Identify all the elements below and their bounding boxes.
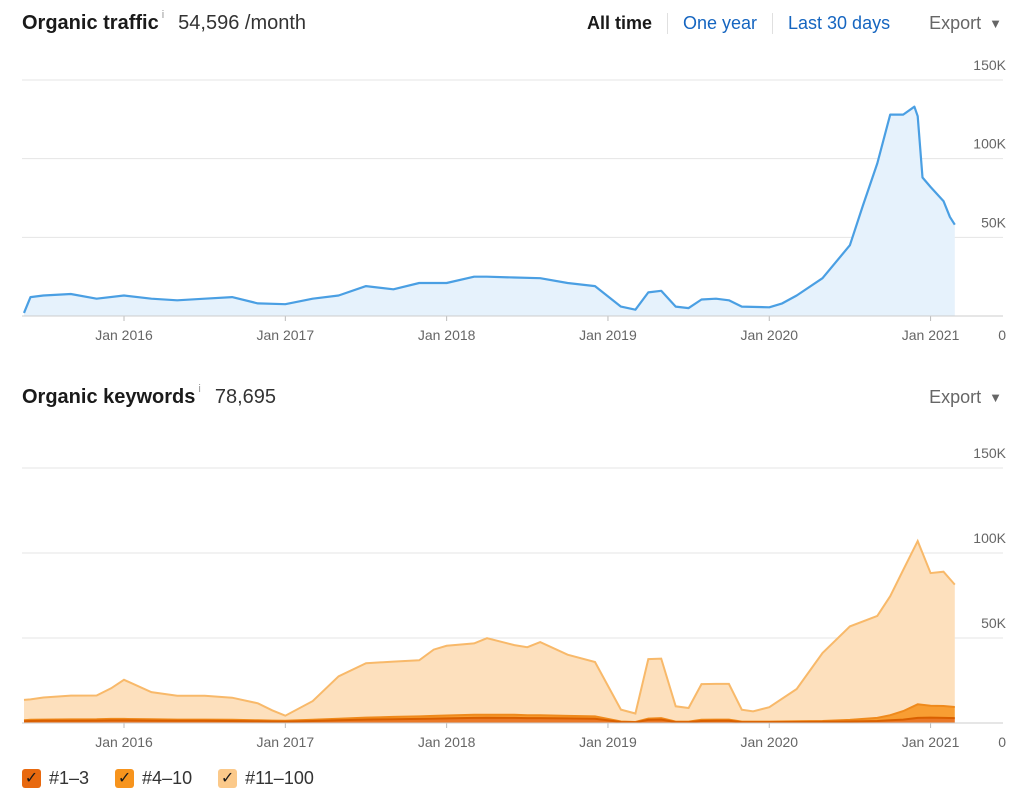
traffic-area [24, 106, 955, 316]
traffic-y-tick-label: 0 [998, 327, 1006, 343]
keywords-header: Organic keywords i 78,695 Export ▼ [22, 382, 1002, 412]
chevron-down-icon: ▼ [989, 389, 1002, 405]
keywords-value: 78,695 [214, 385, 277, 408]
keywords-title: Organic keywords [22, 385, 196, 408]
keywords-y-tick-label: 150K [973, 445, 1006, 461]
check-icon: ✓ [220, 769, 235, 787]
legend-item-top-3[interactable]: ✓ #1–3 [22, 768, 89, 789]
keywords-x-tick-label: Jan 2021 [902, 734, 960, 750]
organic-traffic-chart: 0 50K 100K 150K Jan 2016 Jan 2017 Jan 2018 Jan … [22, 57, 1007, 343]
legend-label-top-100: #11–100 [245, 768, 314, 788]
traffic-title: Organic traffic [22, 11, 159, 34]
keywords-area-top-100 [24, 541, 955, 722]
traffic-x-tick-label: Jan 2020 [740, 327, 798, 343]
organic-keywords-chart: 0 50K 100K 150K Jan 2016 Jan 2017 Jan 2018 Jan … [22, 445, 1007, 750]
traffic-x-tick-label: Jan 2018 [418, 327, 476, 343]
legend-item-top-10[interactable]: ✓ #4–10 [115, 768, 192, 789]
traffic-info-icon[interactable]: i [161, 9, 165, 21]
keywords-x-tick-label: Jan 2018 [418, 734, 476, 750]
chevron-down-icon: ▼ [989, 15, 1002, 31]
range-all-time-button[interactable]: All time [586, 12, 652, 33]
check-icon: ✓ [117, 769, 132, 787]
keywords-line-top-3 [23, 716, 955, 724]
legend-checkbox-top-100[interactable]: ✓ [218, 769, 238, 788]
traffic-header: Organic traffic i 54,596 /month All time… [22, 8, 1002, 38]
keywords-line-top-100 [23, 538, 956, 717]
traffic-y-tick-label: 100K [973, 136, 1006, 152]
keywords-y-tick-label: 0 [998, 734, 1006, 750]
range-last-30-days-button[interactable]: Last 30 days [772, 12, 905, 34]
legend-checkbox-top-10[interactable]: ✓ [115, 769, 135, 788]
traffic-export-button[interactable]: Export ▼ [929, 13, 1002, 34]
traffic-x-tick-label: Jan 2016 [95, 327, 153, 343]
legend-label-top-10: #4–10 [142, 768, 193, 788]
keywords-legend: ✓ #1–3 ✓ #4–10 ✓ #11–100 [22, 768, 314, 789]
traffic-x-tick-label: Jan 2019 [579, 327, 637, 343]
legend-item-top-100[interactable]: ✓ #11–100 [218, 768, 314, 789]
range-one-year-button[interactable]: One year [666, 12, 772, 34]
keywords-info-icon[interactable]: i [198, 383, 201, 395]
traffic-export-label: Export [929, 12, 982, 33]
keywords-x-tick-label: Jan 2017 [257, 734, 315, 750]
traffic-y-tick-label: 150K [973, 57, 1006, 73]
keywords-x-tick-label: Jan 2019 [579, 734, 637, 750]
legend-checkbox-top-3[interactable]: ✓ [22, 769, 41, 788]
traffic-line [22, 105, 956, 314]
keywords-y-tick-label: 50K [981, 615, 1007, 631]
keywords-export-label: Export [929, 386, 982, 407]
traffic-y-tick-label: 50K [981, 214, 1007, 230]
keywords-export-button[interactable]: Export ▼ [929, 387, 1002, 408]
traffic-x-tick-label: Jan 2017 [257, 327, 315, 343]
keywords-x-tick-label: Jan 2020 [740, 734, 798, 750]
traffic-x-tick-label: Jan 2021 [902, 327, 960, 343]
check-icon: ✓ [24, 769, 39, 787]
traffic-value: 54,596 /month [178, 11, 307, 34]
keywords-y-tick-label: 100K [973, 530, 1006, 546]
legend-label-top-3: #1–3 [49, 768, 90, 788]
keywords-x-tick-label: Jan 2016 [95, 734, 153, 750]
